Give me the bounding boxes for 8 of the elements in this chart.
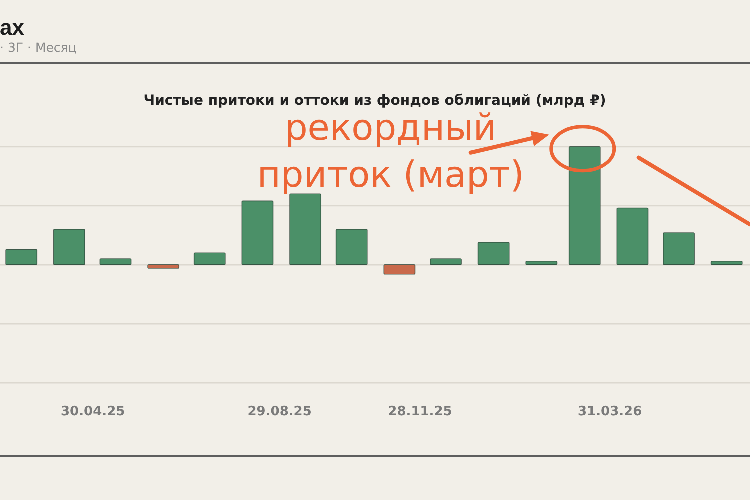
x-tick-label: 31.03.26 (578, 404, 642, 420)
x-tick-label: 29.08.25 (248, 404, 312, 420)
text: · 3Г · Месяц (0, 40, 77, 55)
x-tick-label: 30.04.25 (61, 404, 126, 420)
annotation: рекордный приток (март) (257, 108, 524, 196)
x-tick-label: 28.11.25 (388, 404, 452, 420)
chart-title: Чистые притоки и оттоки из фондов облигаций (млрд ₽) (144, 93, 606, 109)
text: ах (0, 15, 26, 40)
